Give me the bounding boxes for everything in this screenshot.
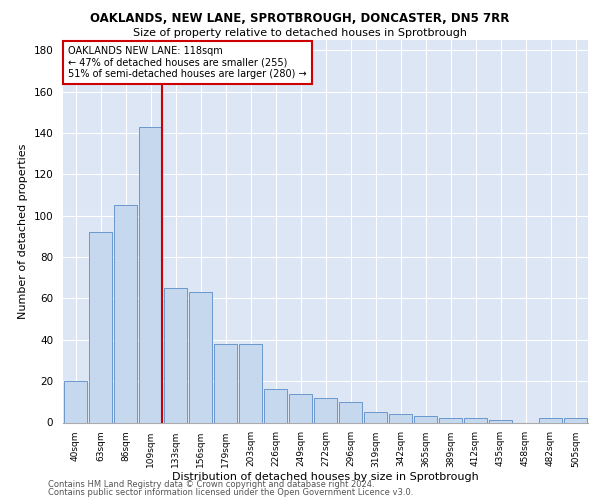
Bar [264, 390, 287, 422]
X-axis label: Distribution of detached houses by size in Sprotbrough: Distribution of detached houses by size … [172, 472, 479, 482]
Bar [464, 418, 487, 422]
Bar [489, 420, 512, 422]
Y-axis label: Number of detached properties: Number of detached properties [18, 144, 28, 319]
Text: OAKLANDS, NEW LANE, SPROTBROUGH, DONCASTER, DN5 7RR: OAKLANDS, NEW LANE, SPROTBROUGH, DONCAST… [91, 12, 509, 26]
Bar [189, 292, 212, 422]
Bar [564, 418, 587, 422]
Bar [64, 381, 87, 422]
Bar [539, 418, 562, 422]
Bar [364, 412, 387, 422]
Text: Size of property relative to detached houses in Sprotbrough: Size of property relative to detached ho… [133, 28, 467, 38]
Bar [314, 398, 337, 422]
Bar [89, 232, 112, 422]
Bar [139, 127, 162, 422]
Bar [114, 206, 137, 422]
Bar [214, 344, 237, 422]
Text: Contains public sector information licensed under the Open Government Licence v3: Contains public sector information licen… [48, 488, 413, 497]
Bar [289, 394, 312, 422]
Text: OAKLANDS NEW LANE: 118sqm
← 47% of detached houses are smaller (255)
51% of semi: OAKLANDS NEW LANE: 118sqm ← 47% of detac… [68, 46, 307, 79]
Bar [339, 402, 362, 422]
Bar [164, 288, 187, 422]
Bar [439, 418, 462, 422]
Bar [414, 416, 437, 422]
Bar [239, 344, 262, 422]
Text: Contains HM Land Registry data © Crown copyright and database right 2024.: Contains HM Land Registry data © Crown c… [48, 480, 374, 489]
Bar [389, 414, 412, 422]
